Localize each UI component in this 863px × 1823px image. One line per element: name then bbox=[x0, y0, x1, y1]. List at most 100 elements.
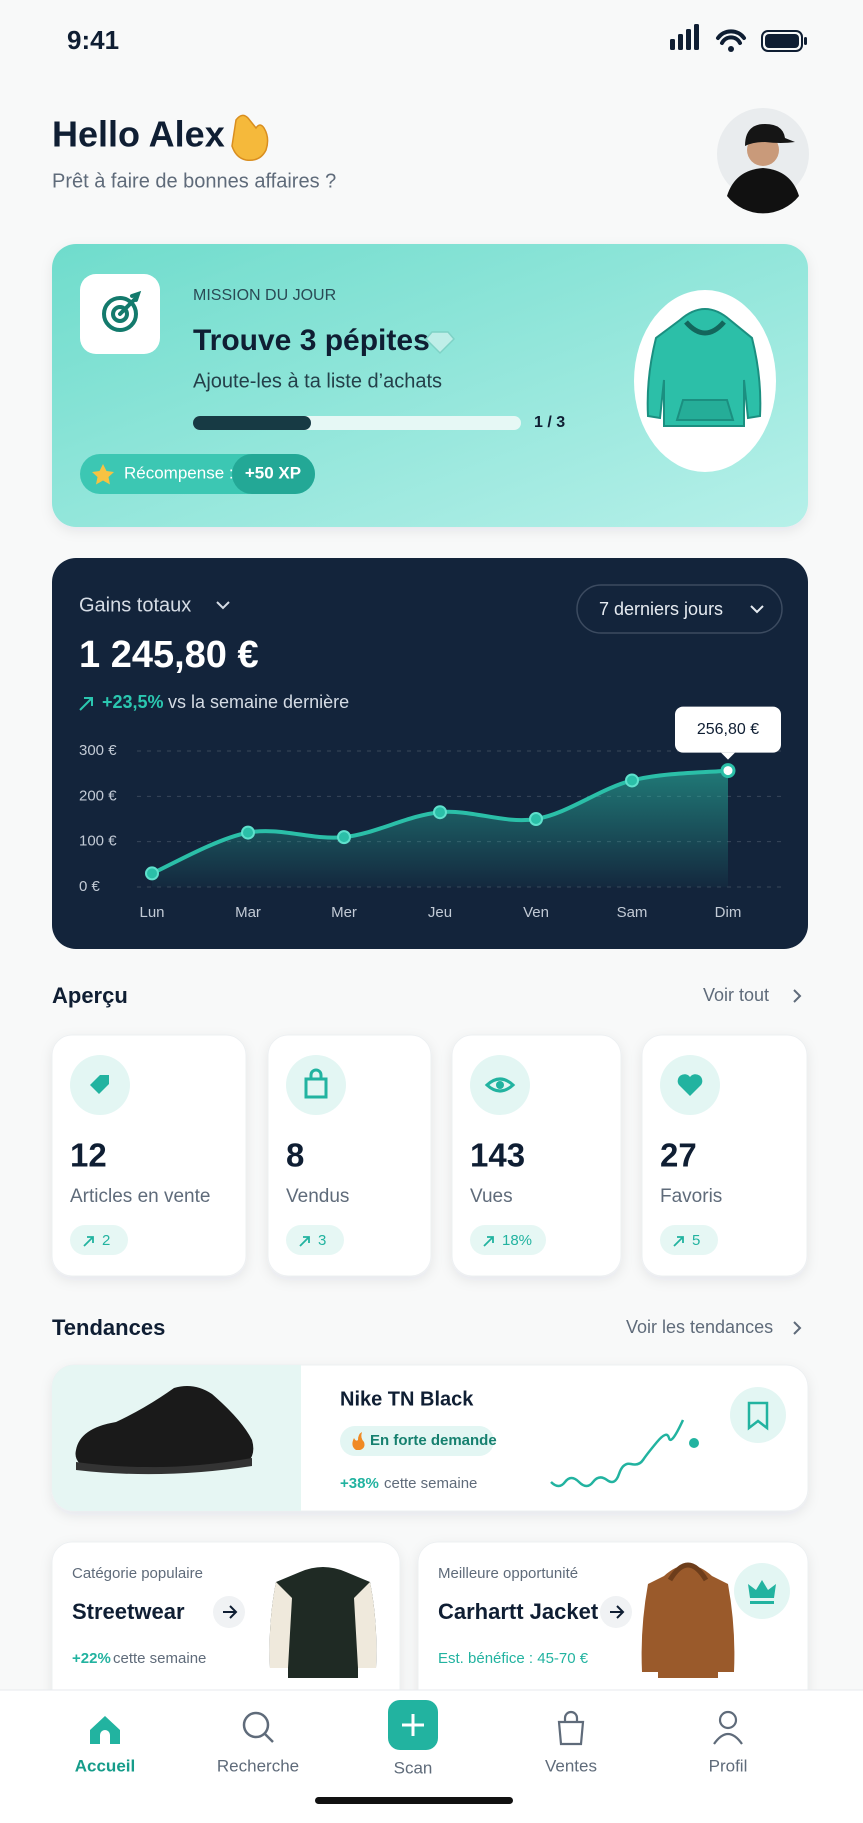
sneaker bbox=[75, 1386, 254, 1468]
eye-icon bbox=[484, 1077, 516, 1093]
hoodie bbox=[646, 308, 762, 427]
section-title: Aperçu bbox=[52, 983, 128, 1008]
hoodie-hood bbox=[684, 320, 726, 336]
stat-badge bbox=[470, 1225, 546, 1255]
scan-plus bbox=[402, 1714, 424, 1736]
nav-label[interactable]: Ventes bbox=[545, 1756, 597, 1775]
stat-change: 2 bbox=[102, 1232, 110, 1249]
mini-card-change-text: cette semaine bbox=[113, 1650, 206, 1667]
stat-value: 8 bbox=[286, 1137, 304, 1174]
arrow-icon bbox=[223, 1605, 238, 1619]
section-title: Tendances bbox=[52, 1315, 165, 1340]
y-tick-label: 300 € bbox=[79, 742, 117, 759]
data-point bbox=[337, 830, 351, 845]
section-link[interactable]: Voir tout bbox=[703, 985, 769, 1005]
nav-label[interactable]: Accueil bbox=[75, 1756, 135, 1775]
x-tick-label: Jeu bbox=[428, 904, 452, 921]
target-outer bbox=[102, 296, 138, 332]
battery bbox=[761, 30, 803, 52]
profile-body bbox=[713, 1732, 743, 1745]
period-selector[interactable] bbox=[576, 584, 783, 634]
bag-icon bbox=[304, 1068, 328, 1099]
search-handle bbox=[264, 1733, 274, 1743]
sales-icon bbox=[557, 1710, 585, 1746]
link-chevron bbox=[793, 1321, 802, 1335]
y-tick-label: 0 € bbox=[79, 878, 101, 895]
mini-card-change: +22% bbox=[72, 1650, 111, 1667]
stat-value: 27 bbox=[660, 1137, 697, 1174]
stat-label: Vues bbox=[470, 1186, 513, 1207]
crown-icon bbox=[748, 1580, 776, 1604]
search-icon bbox=[242, 1711, 270, 1739]
target-inner bbox=[111, 305, 129, 323]
data-point bbox=[241, 825, 255, 840]
x-tick-label: Ven bbox=[523, 904, 549, 921]
x-tick-label: Sam bbox=[617, 904, 648, 921]
nav-label[interactable]: Profil bbox=[709, 1756, 748, 1775]
reward-star bbox=[92, 464, 114, 485]
trend-change: +38% bbox=[340, 1475, 379, 1492]
stat-badge-arrow bbox=[83, 1236, 94, 1247]
period-label[interactable]: 7 derniers jours bbox=[599, 599, 723, 619]
trend-name: Nike TN Black bbox=[340, 1388, 474, 1410]
gem-icon bbox=[424, 331, 456, 355]
trend-change-text: cette semaine bbox=[384, 1475, 477, 1492]
signal-bar bbox=[686, 29, 691, 50]
stat-badge-arrow bbox=[483, 1236, 494, 1247]
data-point bbox=[145, 866, 159, 881]
sparkline bbox=[550, 1419, 685, 1488]
target-arrow bbox=[118, 290, 142, 316]
carhartt-jacket bbox=[641, 1565, 735, 1678]
nav-label[interactable]: Recherche bbox=[217, 1756, 299, 1775]
data-point bbox=[529, 812, 543, 826]
area-fill bbox=[152, 770, 728, 887]
avatar-cap bbox=[745, 124, 795, 146]
greeting: Hello Alex bbox=[52, 114, 225, 155]
arrow-icon bbox=[610, 1605, 625, 1619]
stat-badge bbox=[286, 1225, 344, 1255]
reward-value: +50 XP bbox=[245, 463, 301, 482]
stat-change: 18% bbox=[502, 1232, 532, 1249]
signal-bar bbox=[670, 39, 675, 50]
stat-badge bbox=[660, 1225, 718, 1255]
stat-label: Articles en vente bbox=[70, 1186, 210, 1207]
stat-label: Favoris bbox=[660, 1186, 722, 1207]
x-tick-label: Lun bbox=[139, 904, 164, 921]
stat-label: Vendus bbox=[286, 1186, 349, 1207]
mini-card-title: Streetwear bbox=[72, 1599, 185, 1624]
stat-change: 3 bbox=[318, 1232, 326, 1249]
stat-badge-arrow bbox=[673, 1236, 684, 1247]
varsity-jacket bbox=[269, 1567, 377, 1678]
data-point bbox=[625, 773, 639, 788]
mini-card-title: Carhartt Jacket bbox=[438, 1599, 599, 1624]
wave-hand bbox=[231, 114, 269, 162]
x-tick-label: Mer bbox=[331, 904, 357, 921]
progress-fill bbox=[193, 416, 311, 430]
mini-card-label: Catégorie populaire bbox=[72, 1565, 203, 1582]
wifi-icon bbox=[716, 29, 746, 45]
trend-up-icon bbox=[79, 697, 93, 711]
home-icon bbox=[90, 1716, 120, 1744]
mission-label: MISSION DU JOUR bbox=[193, 287, 336, 304]
data-point bbox=[720, 763, 736, 779]
earnings-total: 1 245,80 € bbox=[79, 634, 259, 676]
mini-card-label: Meilleure opportunité bbox=[438, 1565, 578, 1582]
stat-icon-bg bbox=[286, 1055, 346, 1115]
x-tick-label: Dim bbox=[715, 904, 742, 921]
mission-title: Trouve 3 pépites bbox=[193, 324, 430, 357]
stat-badge bbox=[70, 1225, 128, 1255]
earnings-title: Gains totaux bbox=[79, 594, 191, 616]
mission-progress: 1 / 3 bbox=[534, 414, 565, 431]
stat-badge-arrow bbox=[299, 1236, 310, 1247]
varsity-sleeves bbox=[269, 1582, 377, 1668]
y-tick-label: 100 € bbox=[79, 833, 117, 850]
bookmark-button[interactable] bbox=[730, 1387, 786, 1443]
section-link[interactable]: Voir les tendances bbox=[626, 1317, 773, 1337]
trend-badge-label: En forte demande bbox=[370, 1432, 497, 1449]
nav-label[interactable]: Scan bbox=[394, 1758, 433, 1777]
x-tick-label: Mar bbox=[235, 904, 261, 921]
earnings-change-text: vs la semaine dernière bbox=[168, 692, 349, 712]
link-chevron bbox=[793, 989, 802, 1003]
